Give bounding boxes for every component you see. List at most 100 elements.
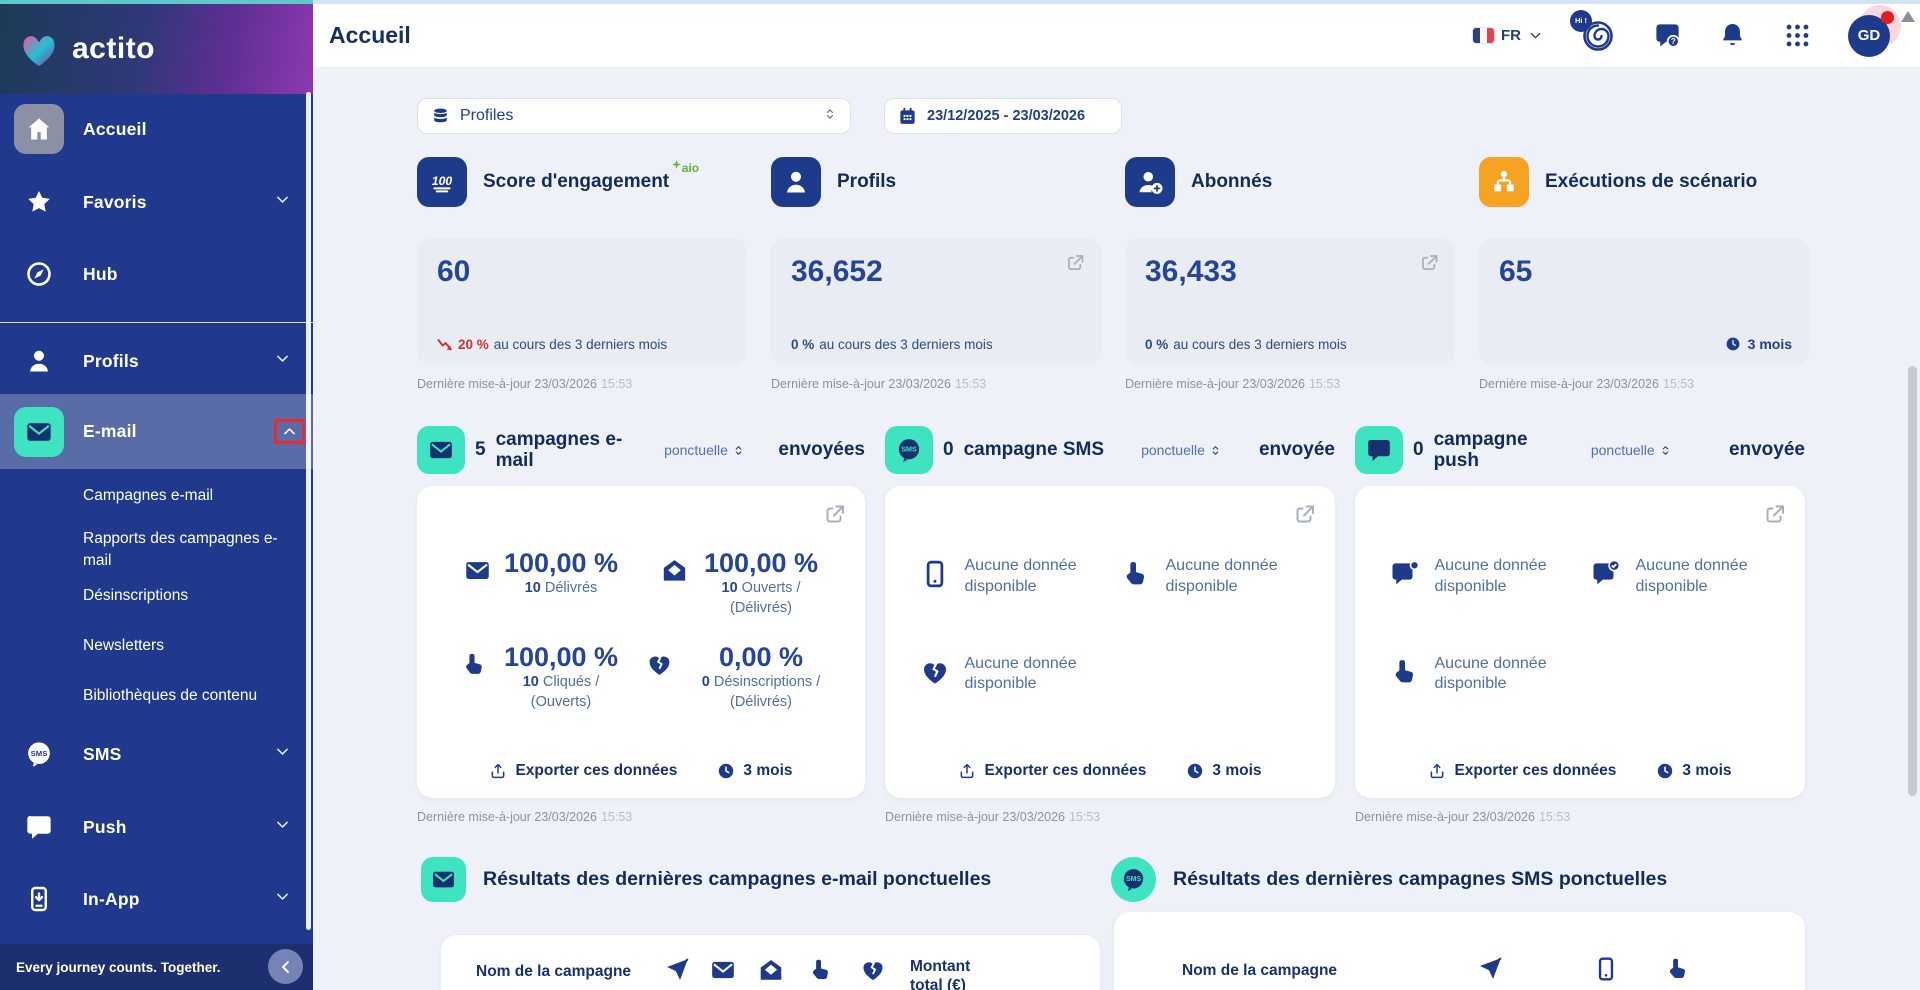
export-icon	[489, 762, 507, 780]
user-avatar[interactable]: GD	[1848, 4, 1901, 57]
export-data-button[interactable]: Exporter ces données	[489, 762, 677, 780]
export-icon	[1428, 762, 1446, 780]
external-link-icon[interactable]	[1419, 252, 1440, 278]
notifications-button[interactable]	[1718, 21, 1747, 50]
profiles-select-value: Profiles	[460, 107, 514, 124]
campaign-label: campagne push	[1433, 428, 1528, 471]
email-campaigns-header: 5 campagnes e-mail ponctuelle envoyées	[417, 418, 865, 482]
sidebar-item-push[interactable]: Push	[14, 801, 303, 853]
frequency-select[interactable]: ponctuelle	[1591, 442, 1672, 458]
sms-bubble-icon	[885, 426, 933, 474]
chevron-down-icon	[274, 743, 291, 765]
clock-icon	[1725, 336, 1741, 352]
actito-logo-icon	[16, 28, 62, 70]
sidebar-subitem-newsletters[interactable]: Newsletters	[83, 637, 164, 654]
chevron-down-icon	[274, 350, 291, 372]
kpi-period[interactable]: 3 mois	[1725, 336, 1792, 352]
sidebar-subitem-bibliotheques[interactable]: Bibliothèques de contenu	[83, 687, 258, 704]
assistant-mascot-button[interactable]: Hi !	[1570, 9, 1617, 55]
sms-results-header: Résultats des dernières campagnes SMS po…	[1111, 857, 1667, 902]
sidebar-item-label: Push	[83, 816, 127, 837]
push-stats-card: Aucune donnée disponible Aucune donnée d…	[1355, 486, 1805, 798]
push-campaigns-header: 0 campagne push ponctuelle envoyée	[1355, 418, 1805, 482]
export-data-button[interactable]: Exporter ces données	[1428, 762, 1616, 780]
sidebar-item-label: Profils	[83, 350, 139, 371]
email-results-header: Résultats des dernières campagnes e-mail…	[421, 857, 991, 902]
language-selector[interactable]: FR	[1473, 27, 1543, 44]
sidebar-subitem-rapports[interactable]: Rapports des campagnes e-mail	[83, 530, 278, 569]
mail-icon	[464, 557, 491, 589]
sidebar-item-label: SMS	[83, 743, 122, 764]
help-button[interactable]	[1653, 21, 1682, 50]
hundred-score-icon	[417, 157, 467, 207]
sidebar-scrollbar[interactable]	[306, 92, 311, 930]
external-link-icon[interactable]	[1293, 502, 1317, 531]
sidebar-item-inapp[interactable]: In-App	[14, 873, 303, 925]
campaign-count: 0	[1413, 439, 1424, 461]
scrollbar-up-arrow[interactable]	[1901, 11, 1915, 22]
sidebar-item-accueil[interactable]: Accueil	[14, 103, 303, 155]
last-updated: Dernière mise-à-jour 23/03/2026 15:53	[771, 377, 987, 391]
campaign-count: 0	[943, 439, 954, 461]
push-bubble-icon	[1355, 426, 1403, 474]
broken-heart-icon	[860, 957, 886, 988]
sidebar-item-email[interactable]: E-mail	[0, 394, 313, 469]
broken-heart-icon	[920, 657, 950, 692]
compass-icon	[14, 249, 64, 299]
logo[interactable]: actito	[0, 4, 313, 94]
sidebar-subitem-campagnes-email[interactable]: Campagnes e-mail	[83, 487, 214, 504]
export-data-button[interactable]: Exporter ces données	[958, 762, 1146, 780]
period-chip[interactable]: 3 mois	[1186, 762, 1262, 780]
section-title: Résultats des dernières campagnes e-mail…	[483, 868, 992, 890]
last-updated: Dernière mise-à-jour 23/03/2026 15:53	[1125, 377, 1341, 391]
hi-badge: Hi !	[1570, 9, 1592, 32]
kpi-card: 36,652 0 % au cours des 3 derniers mois	[771, 238, 1101, 365]
profiles-select[interactable]: Profiles	[417, 98, 851, 134]
inapp-icon	[14, 874, 64, 924]
campaign-suffix: envoyées	[778, 439, 865, 461]
export-icon	[958, 762, 976, 780]
sms-stats-card: Aucune donnée disponible Aucune donnée d…	[885, 486, 1335, 798]
date-range-picker[interactable]: 23/12/2025 - 23/03/2026	[884, 98, 1122, 134]
scenario-flow-icon	[1479, 157, 1529, 207]
main-area: Accueil FR Hi ! GD	[313, 4, 1920, 990]
campaign-label: campagnes e-mail	[495, 428, 623, 471]
sidebar-item-favoris[interactable]: Favoris	[14, 176, 303, 228]
kpi-abonnes: Abonnés 36,433 0 % au cours des 3 dernier…	[1125, 156, 1455, 391]
column-name-campaign: Nom de la campagne	[1182, 962, 1338, 979]
frequency-select[interactable]: ponctuelle	[664, 442, 745, 458]
external-link-icon[interactable]	[823, 502, 847, 531]
logo-text: actito	[72, 32, 156, 65]
email-stats-card: 100,00 % 10 Délivrés 100,00 % 10 Ouverts…	[417, 486, 865, 798]
chat-check-icon	[1591, 559, 1621, 594]
kpi-title: Score d'engagement	[483, 171, 670, 192]
click-icon	[461, 651, 488, 683]
filters-row: Profiles 23/12/2025 - 23/03/2026	[417, 98, 1122, 134]
kpi-card: 65 3 mois	[1479, 238, 1809, 365]
scrollbar-thumb[interactable]	[1908, 366, 1917, 796]
results-section: Résultats des dernières campagnes e-mail…	[417, 853, 1909, 990]
sidebar-item-profils[interactable]: Profils	[14, 335, 303, 387]
collapse-sidebar-button[interactable]	[268, 949, 303, 984]
sidebar-subitem-desinscriptions[interactable]: Désinscriptions	[83, 587, 189, 604]
sidebar-item-sms[interactable]: SMS	[14, 728, 303, 780]
kpi-title: Abonnés	[1191, 171, 1273, 192]
sidebar-item-hub[interactable]: Hub	[14, 248, 303, 300]
last-updated: Dernière mise-à-jour 23/03/2026 15:53	[1479, 377, 1695, 391]
external-link-icon[interactable]	[1065, 252, 1086, 278]
stat-empty: Aucune donnée disponible	[1580, 556, 1781, 598]
broken-heart-icon	[646, 651, 673, 683]
sidebar-item-label: In-App	[83, 888, 140, 909]
period-chip[interactable]: 3 mois	[717, 762, 793, 780]
period-chip[interactable]: 3 mois	[1656, 762, 1732, 780]
click-icon	[1121, 559, 1151, 594]
frequency-select[interactable]: ponctuelle	[1141, 442, 1222, 458]
bell-icon	[1718, 21, 1747, 50]
apps-menu-button[interactable]	[1783, 21, 1812, 50]
stat-empty: Aucune donnée disponible	[1379, 654, 1580, 696]
chat-dot-icon	[1390, 559, 1420, 594]
mail-open-icon	[758, 957, 784, 988]
sidebar: actito Accueil Favoris Hub Profils E-mai…	[0, 4, 313, 990]
external-link-icon[interactable]	[1763, 502, 1787, 531]
sparkle-icon	[672, 160, 681, 169]
